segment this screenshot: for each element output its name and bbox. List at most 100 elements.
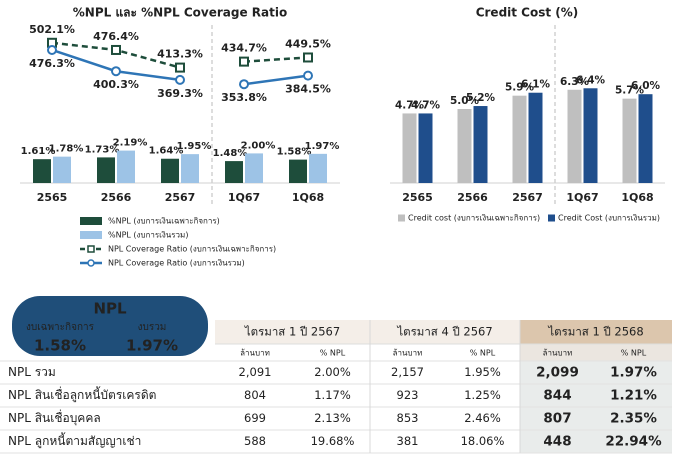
data-label: 449.5% [285, 37, 331, 50]
legend-swatch [80, 217, 102, 225]
data-label: 384.5% [285, 83, 331, 96]
npl-box-label: งบเฉพาะกิจการ [26, 322, 95, 333]
header-band [215, 320, 520, 344]
x-tick-label: 2566 [101, 191, 132, 204]
marker [239, 56, 249, 67]
legend-label: NPL Coverage Ratio (งบการเงินเฉพาะกิจการ… [108, 245, 276, 254]
cell: 2.46% [464, 411, 501, 425]
x-tick-label: 2567 [512, 191, 543, 204]
x-tick-label: 1Q67 [228, 191, 260, 204]
legend-swatch [548, 214, 555, 222]
cell: 2.00% [314, 365, 351, 379]
data-label: 1.64% [149, 146, 184, 157]
row-label: NPL รวม [8, 365, 56, 379]
cell-highlight: 22.94% [605, 434, 662, 450]
bar [418, 113, 433, 183]
data-label: 476.3% [29, 57, 75, 70]
data-label: 502.1% [29, 23, 75, 36]
group-header: ไตรมาส 1 ปี 2567 [244, 325, 340, 339]
bar [528, 92, 543, 183]
data-label: 4.7% [411, 99, 441, 111]
data-label: 4.7% [395, 99, 425, 111]
bar [225, 161, 243, 183]
row-label: NPL สินเชื่อลูกหนี้บัตรเครดิต [8, 386, 156, 403]
data-label: 434.7% [221, 42, 267, 55]
legend-marker [87, 259, 95, 267]
header-band-highlight [520, 320, 672, 344]
x-tick-label: 2567 [165, 191, 196, 204]
marker [111, 66, 121, 77]
data-label: 6.3% [560, 76, 590, 88]
cell-highlight: 2.35% [610, 411, 657, 427]
marker [175, 74, 185, 85]
legend-swatch [80, 231, 102, 239]
cell: 699 [244, 411, 266, 425]
data-label: 5.9% [505, 82, 535, 94]
bar [638, 94, 653, 183]
npl-box-title: NPL [93, 300, 127, 318]
bar [245, 153, 263, 183]
row-label: NPL สินเชื่อบุคคล [8, 409, 101, 426]
data-label: 476.4% [93, 30, 139, 43]
cell-highlight: 844 [543, 388, 571, 404]
x-tick-label: 2565 [402, 191, 433, 204]
marker [47, 44, 57, 55]
bar [402, 113, 417, 183]
data-label: 369.3% [157, 87, 203, 100]
group-header: ไตรมาส 4 ปี 2567 [396, 325, 492, 339]
data-label: 6.1% [521, 79, 551, 91]
bar [53, 156, 71, 183]
bar [473, 106, 488, 183]
data-label: 353.8% [221, 91, 267, 104]
x-tick-label: 1Q68 [292, 191, 324, 204]
legend-label: %NPL (งบการเงินเฉพาะกิจการ) [108, 217, 220, 226]
line [243, 56, 309, 63]
x-tick-label: 1Q67 [566, 191, 598, 204]
legend-swatch [398, 214, 405, 222]
subheader: % NPL [621, 349, 647, 358]
bar [309, 153, 327, 183]
cell: 2,157 [391, 365, 424, 379]
npl-box [12, 296, 208, 356]
cell-highlight: 448 [543, 434, 571, 450]
bar [567, 89, 582, 183]
legend-label: Credit Cost (งบการเงินรวม) [558, 214, 660, 223]
cell-highlight: 1.21% [610, 388, 657, 404]
group-header: ไตรมาส 1 ปี 2568 [547, 325, 643, 339]
cell: 2.13% [314, 411, 351, 425]
bar [181, 154, 199, 183]
cell: 1.95% [464, 365, 501, 379]
cell: 1.17% [314, 388, 351, 402]
cell: 588 [244, 434, 266, 448]
x-tick-label: 1Q68 [621, 191, 653, 204]
data-label: 5.0% [450, 95, 480, 107]
bar [97, 157, 115, 183]
subheader: ล้านบาท [393, 349, 423, 358]
subheader: ล้านบาท [240, 349, 270, 358]
chart-title: Credit Cost (%) [476, 6, 579, 20]
npl-box-value: 1.97% [126, 337, 178, 355]
data-label: 400.3% [93, 78, 139, 91]
cell-highlight: 1.97% [610, 365, 657, 381]
row-label: NPL ลูกหนี้ตามสัญญาเช่า [8, 432, 141, 449]
subheader-highlight [520, 344, 672, 361]
cell: 923 [397, 388, 419, 402]
data-label: 1.78% [49, 144, 84, 155]
cell: 1.25% [464, 388, 501, 402]
legend-label: NPL Coverage Ratio (งบการเงินรวม) [108, 259, 245, 268]
data-label: 1.48% [213, 148, 248, 159]
legend-label: Credit cost (งบการเงินเฉพาะกิจการ) [408, 214, 540, 223]
x-tick-label: 2566 [457, 191, 488, 204]
cell-highlight: 807 [543, 411, 571, 427]
data-label: 1.73% [85, 144, 120, 155]
data-label: 2.00% [241, 140, 276, 151]
subheader: % NPL [320, 349, 346, 358]
marker [303, 52, 313, 63]
bar [583, 88, 598, 183]
data-label: 1.95% [177, 141, 212, 152]
data-label: 5.7% [615, 85, 645, 97]
cell: 381 [397, 434, 419, 448]
data-label: 2.19% [113, 138, 148, 149]
bar [33, 159, 51, 183]
